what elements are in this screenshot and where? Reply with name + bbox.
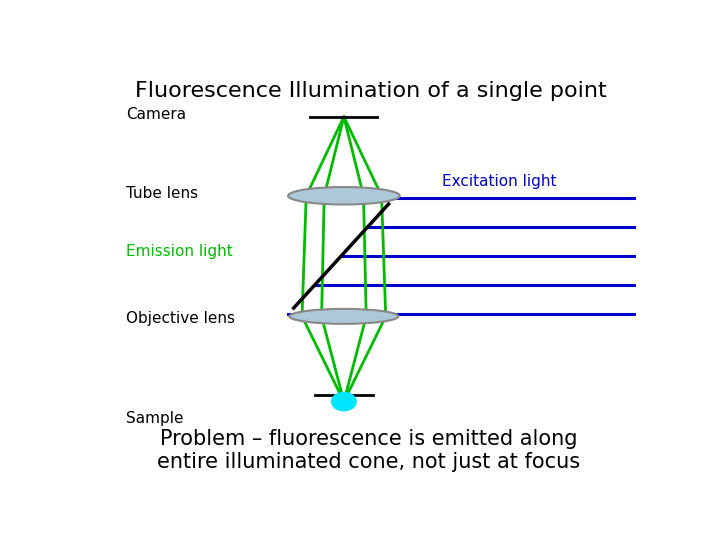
Text: Tube lens: Tube lens	[126, 186, 199, 201]
Text: Problem – fluorescence is emitted along: Problem – fluorescence is emitted along	[161, 429, 577, 449]
Text: Camera: Camera	[126, 107, 186, 122]
Text: Objective lens: Objective lens	[126, 311, 235, 326]
Text: Excitation light: Excitation light	[441, 174, 556, 188]
Circle shape	[332, 393, 356, 411]
Text: Sample: Sample	[126, 411, 184, 426]
Text: entire illuminated cone, not just at focus: entire illuminated cone, not just at foc…	[158, 452, 580, 472]
Ellipse shape	[288, 187, 400, 205]
Text: Emission light: Emission light	[126, 245, 233, 259]
Text: Fluorescence Illumination of a single point: Fluorescence Illumination of a single po…	[135, 82, 606, 102]
Ellipse shape	[289, 309, 398, 324]
